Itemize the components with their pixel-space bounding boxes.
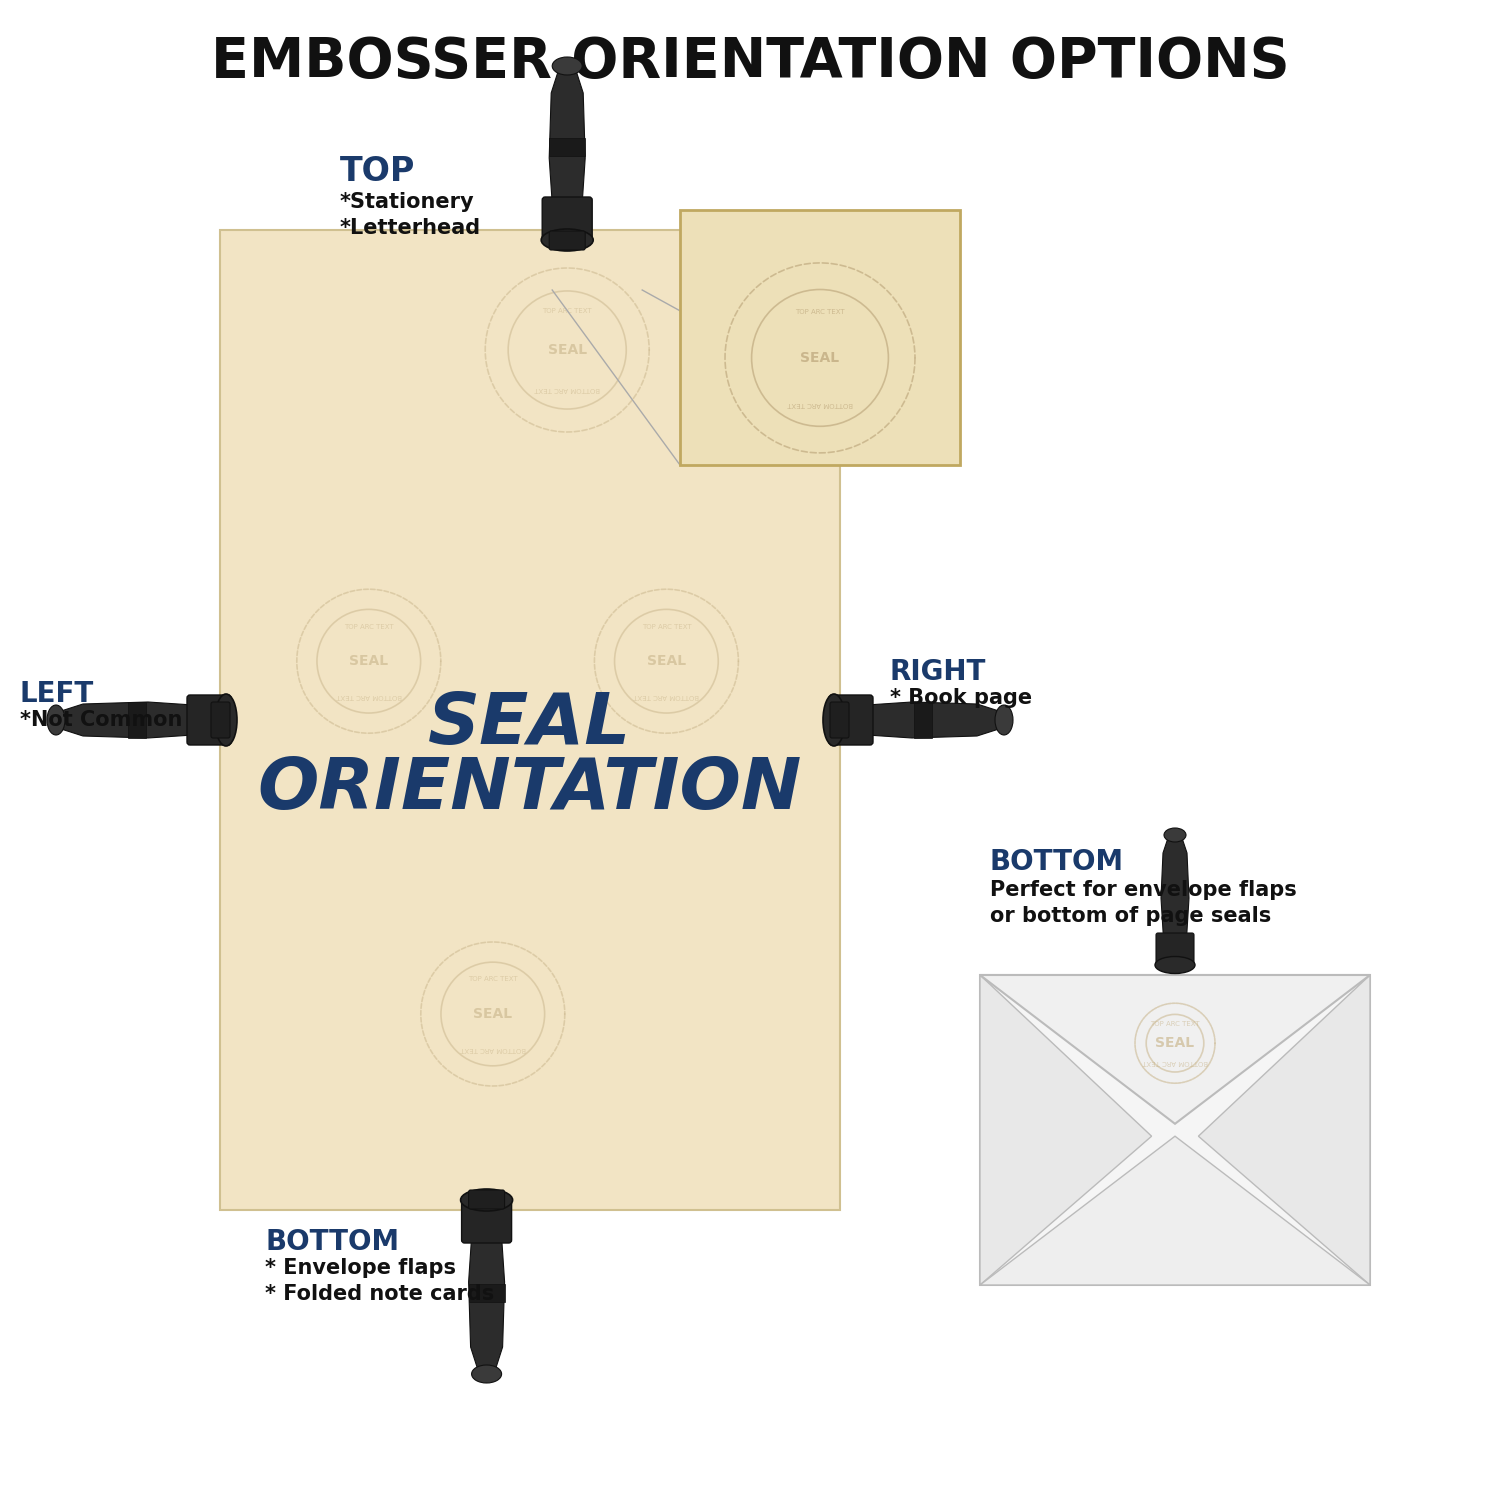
Text: BOTTOM ARC TEXT: BOTTOM ARC TEXT [534,387,600,393]
Bar [220,230,840,1210]
Bar [549,138,585,156]
Polygon shape [468,1222,504,1380]
FancyBboxPatch shape [542,196,592,242]
Text: TOP: TOP [340,154,416,188]
FancyBboxPatch shape [830,702,849,738]
Ellipse shape [46,705,64,735]
Text: BOTTOM ARC TEXT: BOTTOM ARC TEXT [336,693,402,699]
Bar [468,1284,504,1302]
Text: LEFT: LEFT [20,680,94,708]
Text: *Not Common: *Not Common [20,710,183,730]
Ellipse shape [214,694,237,746]
Text: SEAL: SEAL [548,344,586,357]
Text: TOP ARC TEXT: TOP ARC TEXT [795,309,844,315]
Ellipse shape [542,230,592,251]
Text: SEAL: SEAL [1155,1036,1194,1050]
Text: TOP ARC TEXT: TOP ARC TEXT [543,308,592,314]
Ellipse shape [552,57,582,75]
Text: *Letterhead: *Letterhead [340,217,482,238]
Text: ORIENTATION: ORIENTATION [258,756,803,825]
Polygon shape [980,975,1370,1124]
Text: RIGHT: RIGHT [890,658,987,686]
Text: BOTTOM ARC TEXT: BOTTOM ARC TEXT [460,1046,525,1052]
Ellipse shape [824,694,844,746]
FancyBboxPatch shape [549,231,585,251]
Text: * Envelope flaps: * Envelope flaps [266,1258,456,1278]
Polygon shape [1198,975,1370,1286]
Text: *Stationery: *Stationery [340,192,474,211]
Text: TOP ARC TEXT: TOP ARC TEXT [344,624,393,630]
Text: EMBOSSER ORIENTATION OPTIONS: EMBOSSER ORIENTATION OPTIONS [210,34,1290,88]
Polygon shape [980,975,1152,1286]
Text: BOTTOM ARC TEXT: BOTTOM ARC TEXT [788,400,853,406]
Text: SEAL: SEAL [429,690,632,759]
FancyBboxPatch shape [462,1198,512,1243]
Text: BOTTOM ARC TEXT: BOTTOM ARC TEXT [633,693,699,699]
Polygon shape [1161,830,1190,946]
Text: SEAL: SEAL [350,654,388,668]
FancyBboxPatch shape [830,694,873,746]
Text: * Folded note cards: * Folded note cards [266,1284,495,1304]
Polygon shape [549,60,585,217]
Ellipse shape [460,1190,513,1210]
Bar [680,210,960,465]
FancyBboxPatch shape [1156,933,1194,964]
Ellipse shape [1155,957,1196,974]
FancyBboxPatch shape [211,702,230,738]
Text: * Book page: * Book page [890,688,1032,708]
Text: SEAL: SEAL [472,1007,513,1022]
Bar [914,702,932,738]
Text: BOTTOM: BOTTOM [990,847,1124,876]
Polygon shape [980,1136,1370,1286]
Text: SEAL: SEAL [646,654,686,668]
Ellipse shape [1164,828,1186,842]
Text: or bottom of page seals: or bottom of page seals [990,906,1270,926]
Text: SEAL: SEAL [801,351,840,364]
Text: BOTTOM: BOTTOM [266,1228,399,1256]
Polygon shape [852,702,1010,738]
FancyBboxPatch shape [468,1190,504,1209]
Text: Perfect for envelope flaps: Perfect for envelope flaps [990,880,1296,900]
Bar [128,702,146,738]
Text: BOTTOM ARC TEXT: BOTTOM ARC TEXT [1142,1059,1208,1065]
Ellipse shape [471,1365,501,1383]
Ellipse shape [994,705,1012,735]
FancyBboxPatch shape [188,694,231,746]
Polygon shape [50,702,209,738]
Text: TOP ARC TEXT: TOP ARC TEXT [1150,1022,1200,1028]
Bar [980,975,1370,1286]
Text: TOP ARC TEXT: TOP ARC TEXT [642,624,692,630]
Text: TOP ARC TEXT: TOP ARC TEXT [468,976,518,982]
